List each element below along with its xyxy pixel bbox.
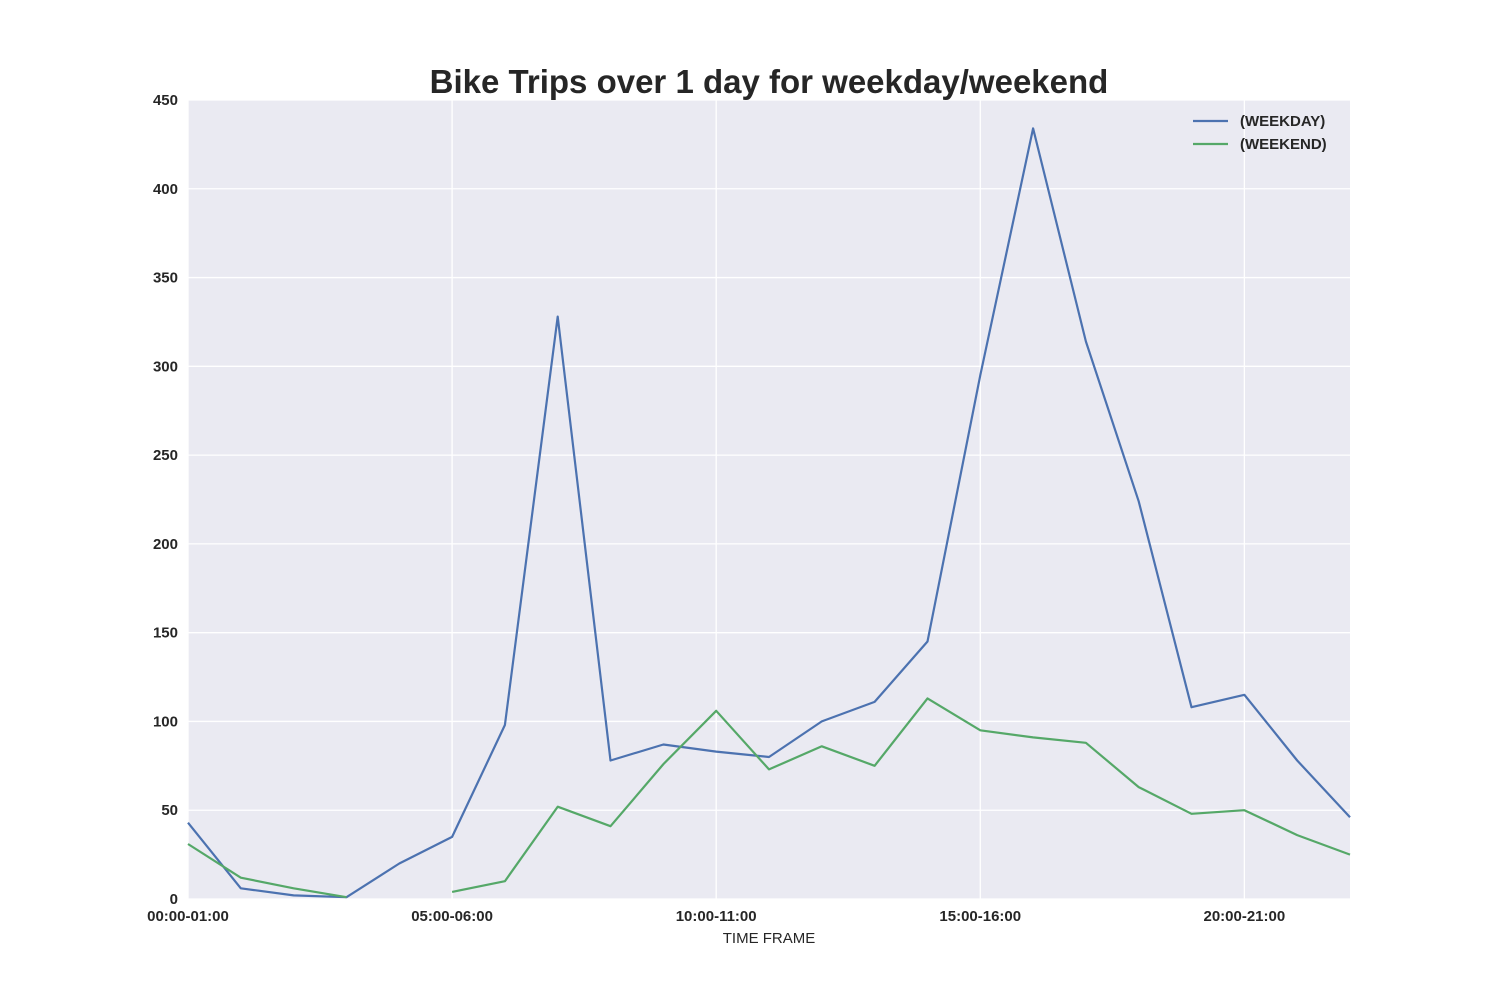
y-tick-label: 200 bbox=[153, 536, 178, 553]
y-tick-label: 250 bbox=[153, 447, 178, 464]
y-tick-label: 150 bbox=[153, 625, 178, 642]
series-line-weekday bbox=[187, 127, 1351, 899]
x-tick-label: 15:00-16:00 bbox=[939, 908, 1021, 925]
y-axis-ticks: 0 50 100 150 200 250 300 350 400 450 bbox=[153, 92, 178, 908]
series-layer bbox=[187, 127, 1351, 899]
x-axis-ticks: 00:00-01:00 05:00-06:00 10:00-11:00 15:00-1… bbox=[147, 908, 1285, 925]
y-tick-label: 50 bbox=[161, 802, 178, 819]
y-tick-label: 0 bbox=[170, 891, 178, 908]
x-tick-label: 10:00-11:00 bbox=[676, 908, 757, 925]
series-line-weekend bbox=[187, 843, 347, 899]
legend: (WEEKDAY) (WEEKEND) bbox=[1193, 113, 1327, 153]
chart-title: Bike Trips over 1 day for weekday/weeken… bbox=[430, 63, 1109, 100]
legend-label: (WEEKDAY) bbox=[1240, 113, 1325, 130]
y-tick-label: 100 bbox=[153, 713, 178, 730]
y-tick-label: 350 bbox=[153, 270, 178, 287]
grid-lines bbox=[187, 99, 1350, 900]
y-tick-label: 400 bbox=[153, 181, 178, 198]
legend-label: (WEEKEND) bbox=[1240, 136, 1327, 153]
y-tick-label: 450 bbox=[153, 92, 178, 109]
x-tick-label: 20:00-21:00 bbox=[1203, 908, 1285, 925]
y-tick-label: 300 bbox=[153, 358, 178, 375]
plot-area bbox=[188, 100, 1350, 899]
x-tick-label: 00:00-01:00 bbox=[147, 908, 229, 925]
series-line-weekend bbox=[451, 697, 1351, 893]
x-axis-label: TIME FRAME bbox=[723, 930, 816, 947]
x-tick-label: 05:00-06:00 bbox=[411, 908, 493, 925]
